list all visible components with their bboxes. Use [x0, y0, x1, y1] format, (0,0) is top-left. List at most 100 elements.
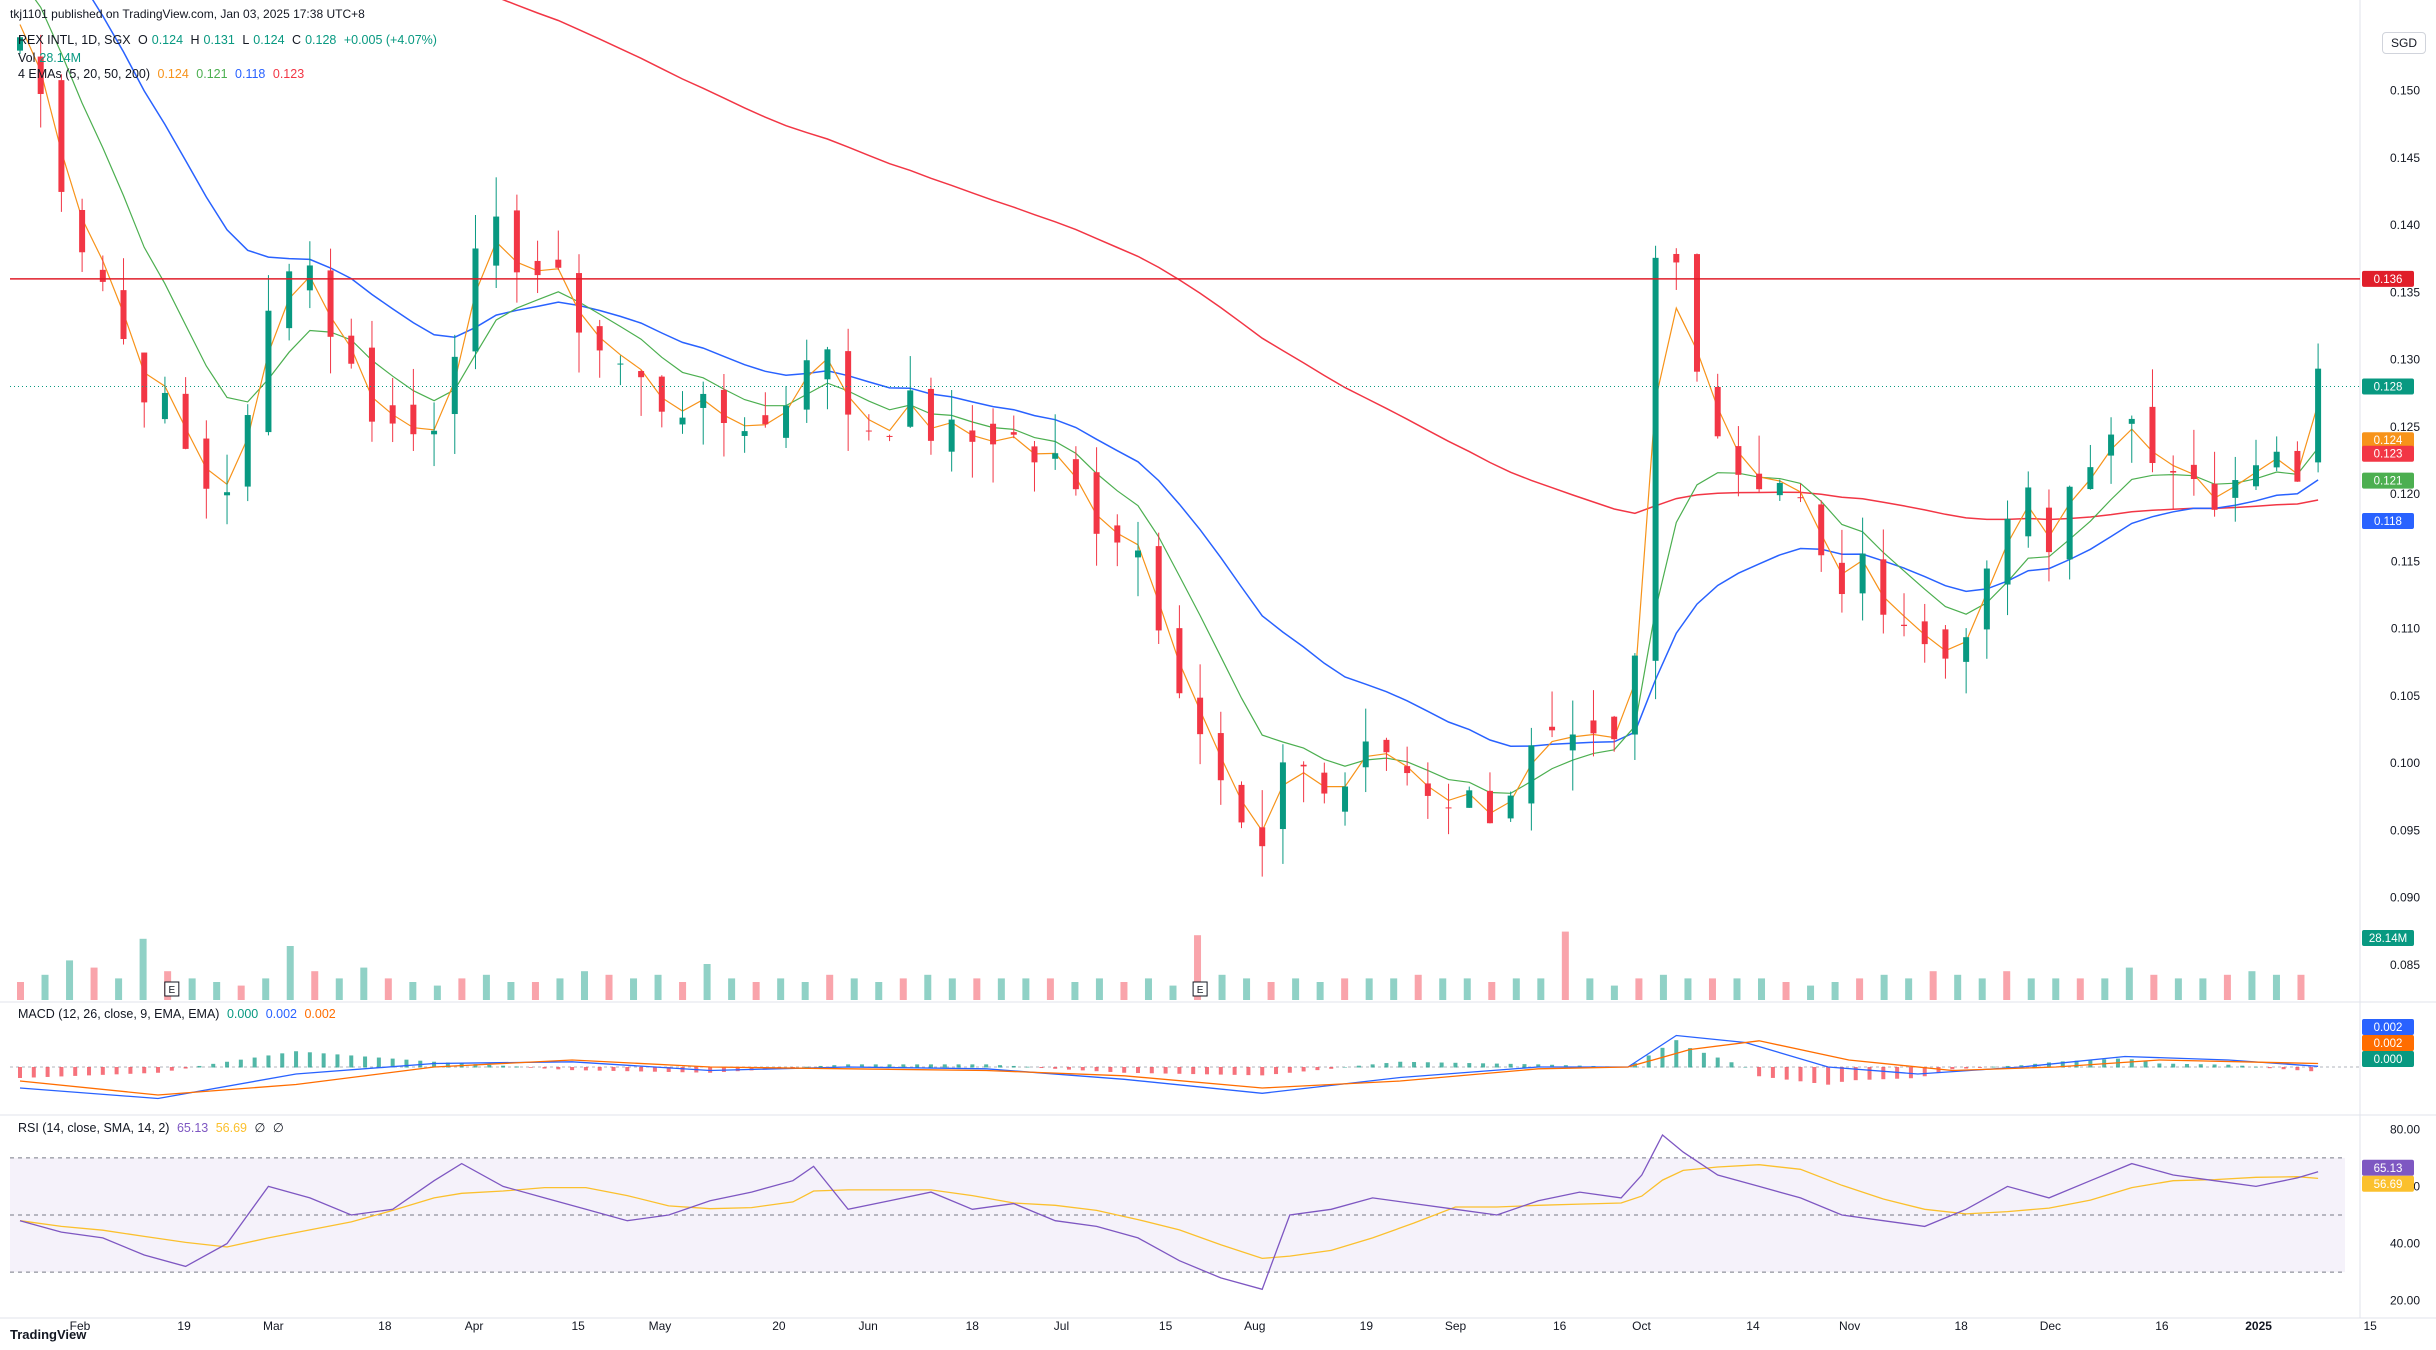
volume-price-label-bg: [2362, 930, 2414, 946]
macd-histogram-bar: [1425, 1062, 1430, 1068]
macd-histogram-bar: [1743, 1067, 1748, 1068]
macd-histogram-bar: [87, 1067, 92, 1076]
volume-legend[interactable]: Vol 28.14M: [18, 50, 85, 66]
volume-bar: [752, 982, 760, 1000]
volume-bar: [66, 960, 74, 1000]
candle: [431, 430, 438, 435]
macd-histogram-bar: [1977, 1067, 1982, 1068]
candle: [120, 290, 127, 340]
close-label: C: [292, 33, 302, 47]
volume-bar: [1733, 978, 1741, 1000]
macd-histogram-bar: [45, 1067, 50, 1077]
macd-histogram-bar: [514, 1066, 519, 1068]
macd-histogram-bar: [1950, 1067, 1955, 1070]
macd-histogram-bar: [404, 1059, 409, 1068]
macd-histogram-bar: [1053, 1067, 1058, 1069]
macd-histogram-bar: [1908, 1067, 1913, 1079]
tradingview-logo: TradingView: [10, 1327, 86, 1342]
macd-histogram-bar: [31, 1067, 36, 1078]
macd-histogram-bar: [680, 1067, 685, 1073]
signal-value: 0.002: [304, 1007, 336, 1021]
macd-histogram-bar: [818, 1065, 823, 1068]
time-tick-label: 19: [1360, 1319, 1374, 1333]
macd-histogram-bar: [1701, 1052, 1706, 1068]
close-value: 0.128: [305, 33, 337, 47]
time-tick-label: 14: [1746, 1319, 1760, 1333]
macd-histogram-bar: [984, 1064, 989, 1068]
candle: [2087, 467, 2094, 490]
volume-bar: [1831, 982, 1839, 1000]
volume-bar: [899, 978, 907, 1000]
macd-histogram-bar: [2309, 1067, 2314, 1072]
macd-histogram-bar: [1522, 1064, 1527, 1068]
volume-bar: [2199, 978, 2207, 1000]
macd-histogram-bar: [832, 1065, 837, 1068]
volume-bar: [262, 978, 270, 1000]
macd-histogram-bar: [432, 1061, 437, 1068]
ema-legend[interactable]: 4 EMAs (5, 20, 50, 200) 0.124 0.121 0.11…: [18, 66, 308, 82]
macd-histogram-bar: [556, 1067, 561, 1070]
volume-bar: [1905, 978, 1913, 1000]
candle: [1590, 720, 1597, 734]
symbol-title[interactable]: REX INTL, 1D, SGX: [18, 33, 131, 47]
candle: [1052, 453, 1059, 459]
macd-histogram-bar: [473, 1064, 478, 1068]
volume-bar: [1807, 985, 1815, 1000]
volume-bar: [1586, 978, 1594, 1000]
volume-bar: [801, 982, 809, 1000]
candle: [79, 209, 86, 253]
ema-label: 4 EMAs (5, 20, 50, 200): [18, 67, 151, 81]
macd-histogram-bar: [1356, 1065, 1361, 1068]
macd-legend[interactable]: MACD (12, 26, close, 9, EMA, EMA) 0.000 …: [18, 1006, 340, 1022]
volume-bar: [1292, 978, 1300, 1000]
rsi-legend[interactable]: RSI (14, close, SMA, 14, 2) 65.13 56.69 …: [18, 1120, 288, 1136]
candle: [1114, 525, 1121, 543]
macd-histogram-bar: [2129, 1059, 2134, 1068]
volume-bar: [115, 978, 123, 1000]
earnings-marker: [1192, 981, 1208, 997]
candle: [762, 415, 769, 425]
candle: [1983, 568, 1990, 630]
rsi-ma-axis-label-bg: [2362, 1175, 2414, 1192]
currency-badge[interactable]: SGD: [2381, 32, 2426, 54]
volume-bar: [2272, 974, 2280, 1000]
price-tick-label: 0.120: [2390, 487, 2420, 501]
macd-axis-label-bg: [2362, 1051, 2414, 1067]
candle: [1466, 790, 1473, 808]
candle: [1921, 621, 1928, 645]
volume-bar: [1856, 978, 1864, 1000]
volume-bar: [997, 978, 1005, 1000]
candle: [700, 393, 707, 408]
volume-bar: [2101, 978, 2109, 1000]
high-value: 0.131: [203, 33, 235, 47]
volume-bar: [1659, 974, 1667, 1000]
volume-bar: [1120, 982, 1128, 1000]
macd-histogram-bar: [238, 1059, 243, 1068]
ema200-value: 0.123: [272, 67, 305, 81]
signal-line: [19, 1040, 2319, 1096]
volume-bar: [1561, 931, 1569, 1000]
candle: [575, 273, 582, 333]
candle: [1010, 432, 1017, 435]
macd-histogram-bar: [156, 1067, 161, 1073]
macd-histogram-bar: [1412, 1062, 1417, 1068]
rsi-label: RSI (14, close, SMA, 14, 2): [18, 1121, 170, 1135]
macd-histogram-bar: [252, 1057, 257, 1068]
volume-bar: [335, 978, 343, 1000]
macd-histogram-bar: [376, 1057, 381, 1068]
candle: [1072, 459, 1079, 490]
candle: [1134, 550, 1141, 558]
candle: [824, 349, 831, 380]
time-tick-label: Aug: [1244, 1319, 1265, 1333]
candle: [845, 351, 852, 415]
macd-histogram-bar: [2226, 1064, 2231, 1068]
macd-histogram-bar: [1398, 1061, 1403, 1068]
candle: [1735, 446, 1742, 475]
volume-value: 28.14M: [39, 51, 82, 65]
candle: [1838, 562, 1845, 595]
macd-histogram-bar: [956, 1064, 961, 1068]
time-tick-label: Nov: [1839, 1319, 1860, 1333]
rsi-line: [19, 1133, 2319, 1291]
macd-histogram-bar: [1163, 1067, 1168, 1074]
